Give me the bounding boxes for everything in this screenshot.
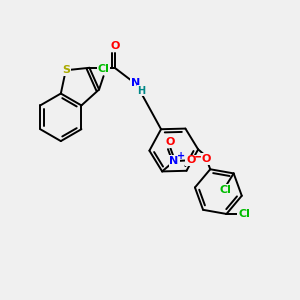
Text: Cl: Cl <box>219 185 231 195</box>
Text: O: O <box>166 137 175 147</box>
Text: H: H <box>137 86 146 96</box>
Text: N: N <box>169 156 179 166</box>
Text: O: O <box>110 41 119 51</box>
Text: Cl: Cl <box>238 209 250 219</box>
Text: O: O <box>202 154 211 164</box>
Text: S: S <box>62 65 70 75</box>
Text: −: − <box>194 150 204 164</box>
Text: N: N <box>131 78 140 88</box>
Text: O: O <box>186 155 196 165</box>
Text: Cl: Cl <box>98 64 110 74</box>
Text: +: + <box>176 151 184 161</box>
